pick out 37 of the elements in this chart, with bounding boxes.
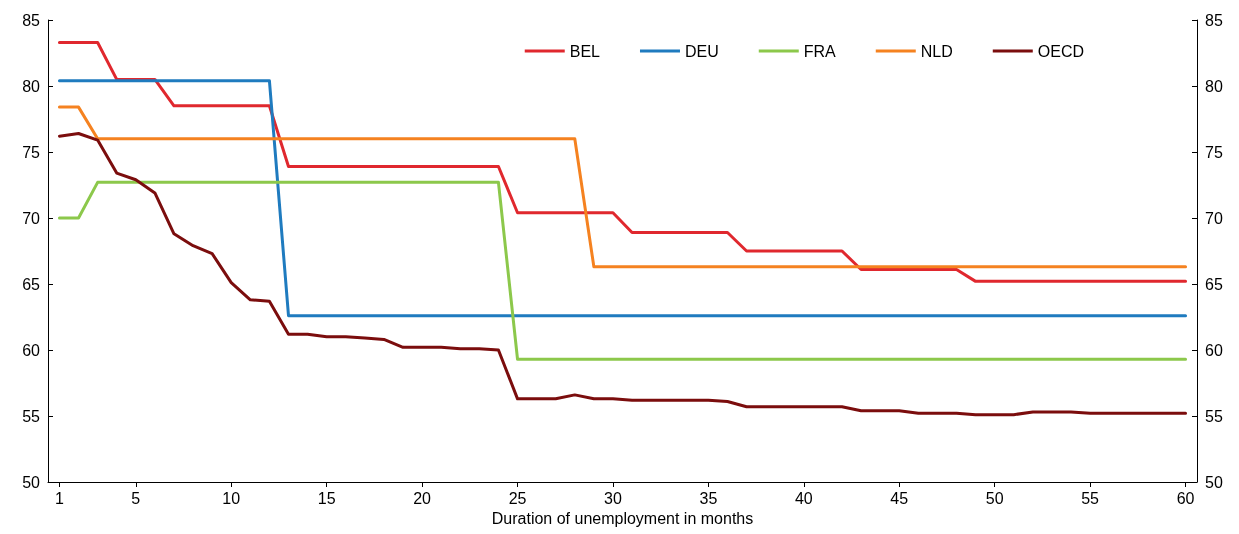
- y-tick-label: 85: [22, 11, 41, 29]
- legend-label: DEU: [684, 42, 719, 60]
- x-tick-label: 50: [985, 489, 1004, 507]
- legend-label: BEL: [569, 42, 601, 60]
- x-tick-label: 60: [1176, 489, 1195, 507]
- legend-label: OECD: [1037, 42, 1085, 60]
- x-tick-label: 45: [890, 489, 909, 507]
- line-series: [57, 40, 1188, 283]
- legend-label: FRA: [803, 42, 837, 60]
- x-tick-label: 25: [508, 489, 527, 507]
- x-tick-label: 5: [131, 489, 141, 507]
- y2-tick-label: 80: [1205, 77, 1223, 95]
- x-tick-label: 30: [604, 489, 622, 507]
- y2-tick-label: 55: [1205, 407, 1223, 425]
- x-tick-label: 35: [699, 489, 718, 507]
- x-axis-title: Duration of unemployment in months: [491, 510, 754, 528]
- x-tick-label: 1: [55, 489, 64, 507]
- x-tick-label: 55: [1081, 489, 1100, 507]
- y-tick-label: 75: [22, 143, 41, 161]
- x-tick-label: 40: [794, 489, 813, 507]
- y2-tick-label: 50: [1205, 473, 1223, 491]
- x-tick-label: 10: [222, 489, 241, 507]
- y2-tick-label: 65: [1205, 275, 1223, 293]
- y-tick-label: 50: [22, 473, 41, 491]
- y-tick-label: 60: [22, 341, 41, 359]
- legend-label: NLD: [920, 42, 953, 60]
- y-tick-label: 70: [22, 209, 41, 227]
- y-tick-label: 55: [22, 407, 41, 425]
- y-tick-label: 80: [22, 77, 41, 95]
- x-tick-label: 20: [413, 489, 432, 507]
- y2-tick-label: 60: [1205, 341, 1223, 359]
- line-series: [57, 132, 1188, 417]
- y-tick-label: 65: [22, 275, 41, 293]
- y2-tick-label: 85: [1205, 11, 1223, 29]
- y2-tick-label: 70: [1205, 209, 1223, 227]
- x-tick-label: 15: [317, 489, 336, 507]
- y2-tick-label: 75: [1205, 143, 1223, 161]
